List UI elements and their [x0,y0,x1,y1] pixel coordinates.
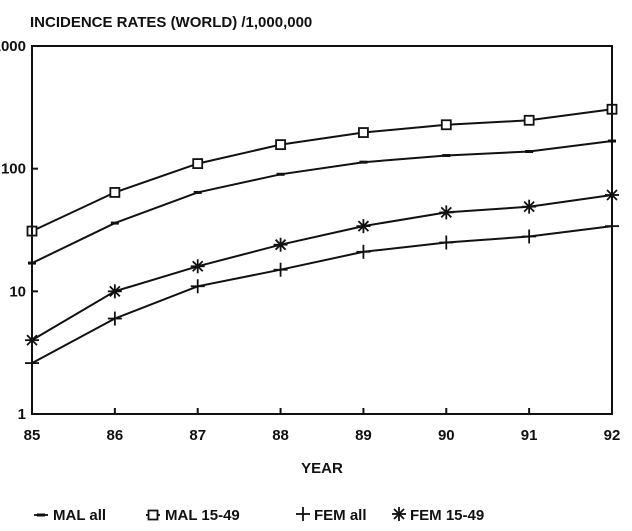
data-point-fem-all [356,244,371,259]
data-point-fem-15-49 [356,219,371,234]
data-point-fem-all [439,235,454,250]
data-point-fem-all [190,279,205,294]
data-point-mal-15-49 [440,119,452,131]
legend-label-fem-15-49: FEM 15-49 [410,507,484,524]
chart-title: INCIDENCE RATES (WORLD) /1,000,000 [30,14,312,31]
x-tick-label: 92 [604,427,621,444]
series-mal-all [28,139,616,265]
data-point-mal-15-49 [109,187,121,198]
legend-label-fem-all: FEM all [314,507,367,524]
data-point-mal-15-49 [275,139,286,151]
x-tick-label: 91 [521,427,538,444]
x-tick-label: 85 [24,427,41,444]
legend-item-mal-all: MAL all [34,507,106,524]
y-tick-label: 1 [18,406,26,423]
y-tick-label: 100 [1,161,26,178]
series-layer [25,103,619,371]
x-axis-title: YEAR [301,460,343,477]
legend-label-mal-all: MAL all [53,507,106,524]
data-point-fem-15-49 [190,259,205,274]
legend-marker-fem-all [296,507,310,521]
data-point-fem-15-49 [522,199,537,214]
series-line-fem-15-49 [31,194,613,341]
data-point-fem-all [522,229,537,244]
series-line-fem-all [31,225,613,364]
data-point-fem-15-49 [273,237,288,252]
series-line-mal-all [31,140,613,265]
legend-label-mal-15-49: MAL 15-49 [165,507,240,524]
data-point-fem-all [273,262,288,277]
data-point-fem-15-49 [107,284,122,299]
plot-frame [31,45,613,415]
axis-ticks [31,45,613,415]
data-point-mal-15-49 [523,114,535,126]
legend: MAL all MAL 15-49 FEM all FEM 15-49 [34,507,484,524]
legend-marker-fem-15-49 [392,507,406,521]
x-tick-label: 88 [272,427,289,444]
series-line-mal-15-49 [31,108,613,233]
y-tick-label: 10 [9,283,26,300]
data-point-fem-15-49 [439,205,454,220]
legend-item-fem-15-49: FEM 15-49 [392,507,484,524]
data-point-mal-15-49 [358,127,369,138]
legend-item-mal-15-49: MAL 15-49 [146,507,240,524]
series-mal-15-49 [26,103,618,237]
x-axis-tick-labels: 85 86 87 88 89 90 91 92 [24,427,621,444]
legend-marker-mal-15-49 [147,509,159,521]
x-tick-label: 86 [107,427,124,444]
x-tick-label: 90 [438,427,455,444]
data-point-mal-15-49 [192,158,204,169]
data-point-fem-all [107,311,122,326]
x-tick-label: 89 [355,427,372,444]
legend-item-fem-all: FEM all [296,507,367,524]
x-tick-label: 87 [189,427,206,444]
